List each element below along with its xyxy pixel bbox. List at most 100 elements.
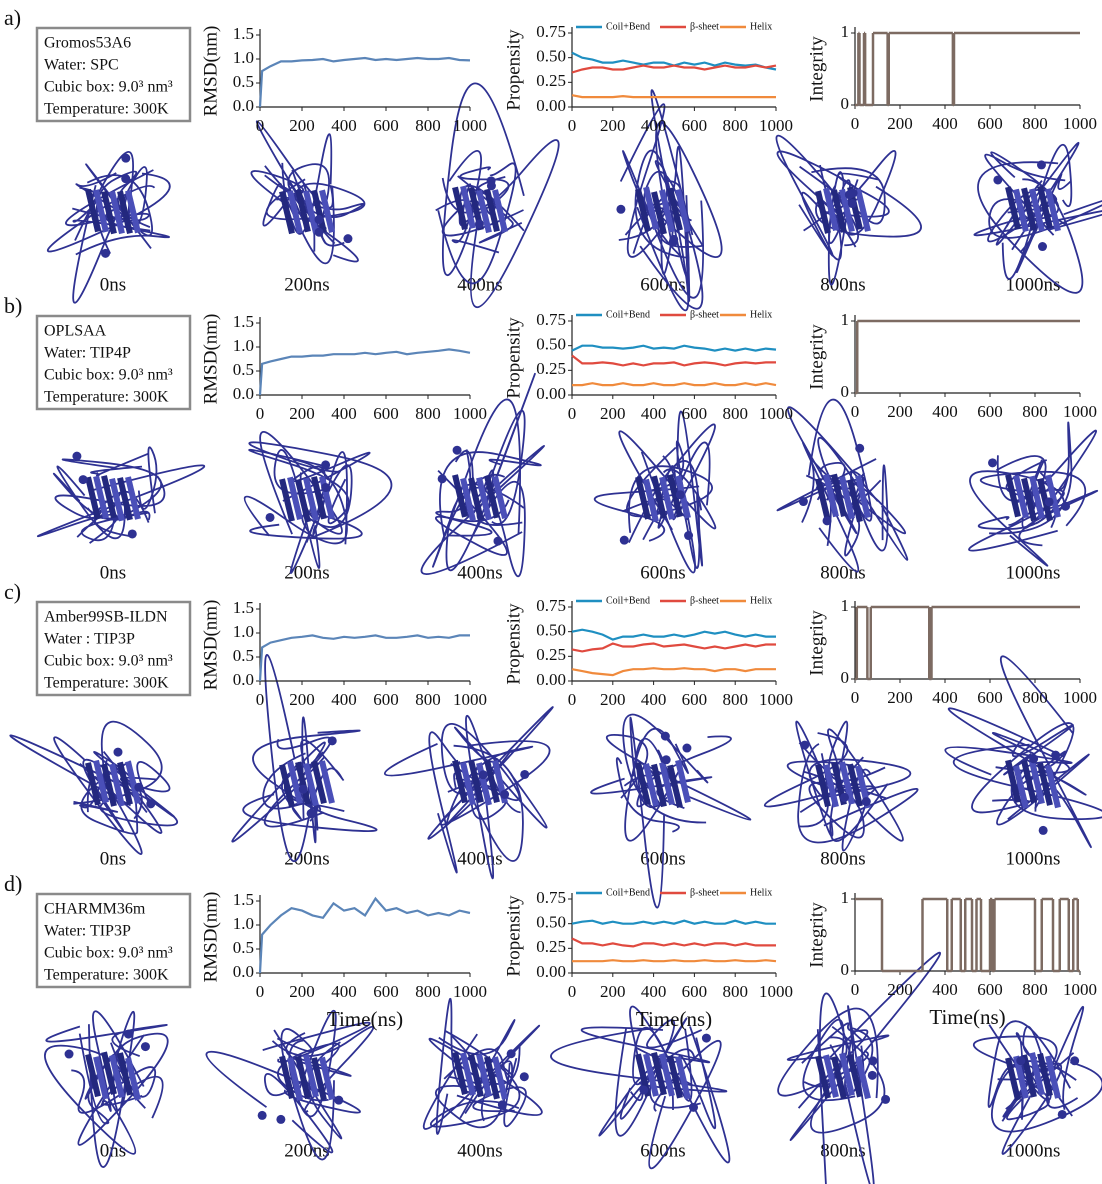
panel-label: d) (4, 871, 22, 896)
protein-terminus (321, 483, 330, 492)
x-axis-label: Time(ns) (327, 1007, 403, 1031)
x-tick-label: 400 (641, 982, 667, 1001)
info-text: Cubic box: 9.0³ nm³ (44, 945, 173, 962)
x-tick-label: 400 (331, 982, 357, 1001)
protein-render (777, 400, 907, 572)
y-axis-label: Integrity (806, 610, 827, 676)
snapshot-label: 400ns (457, 562, 502, 583)
x-tick-label: 200 (600, 982, 626, 1001)
protein-terminus (520, 1072, 529, 1081)
x-tick-label: 800 (415, 404, 441, 423)
x-tick-label: 400 (932, 402, 958, 421)
info-text: Water: TIP4P (44, 345, 131, 362)
legend-label: Helix (750, 887, 772, 898)
protein-terminus (669, 235, 678, 244)
x-tick-label: 200 (600, 690, 626, 709)
protein-render (424, 999, 542, 1134)
protein-render (206, 1011, 373, 1160)
protein-terminus (438, 474, 447, 483)
y-tick-label: 1 (841, 596, 850, 615)
y-tick-label: 0.75 (536, 888, 566, 907)
y-axis-label: Integrity (806, 902, 827, 968)
protein-terminus (868, 1056, 877, 1065)
info-text: Temperature: 300K (44, 101, 169, 118)
info-text: Temperature: 300K (44, 389, 169, 406)
protein-terminus (1016, 1056, 1025, 1065)
protein-terminus (315, 228, 324, 237)
page: a)Gromos53A6Water: SPCCubic box: 9.0³ nm… (0, 0, 1102, 1184)
protein-terminus (682, 744, 691, 753)
y-tick-label: 0.75 (536, 22, 566, 41)
x-tick-label: 600 (977, 114, 1003, 133)
snapshot-label: 0ns (100, 274, 126, 295)
info-text: Water : TIP3P (44, 631, 135, 648)
y-tick-label: 0.50 (536, 621, 566, 640)
protein-terminus (1061, 502, 1070, 511)
series-line (572, 921, 776, 924)
protein-terminus (128, 529, 137, 538)
info-text: Cubic box: 9.0³ nm³ (44, 367, 173, 384)
x-tick-label: 1000 (1063, 980, 1097, 999)
y-axis-label: Propensity (503, 29, 524, 111)
legend-label: Coil+Bend (606, 309, 650, 320)
protein-terminus (862, 797, 871, 806)
protein-terminus (868, 1071, 877, 1080)
y-axis-label: Propensity (503, 603, 524, 685)
x-tick-label: 200 (887, 980, 913, 999)
series-line (260, 899, 470, 973)
y-tick-label: 0.00 (536, 96, 566, 115)
x-tick-label: 0 (256, 982, 265, 1001)
protein-terminus (1051, 751, 1060, 760)
y-tick-label: 1.0 (233, 622, 254, 641)
protein-terminus (494, 537, 503, 546)
protein-terminus (1045, 497, 1054, 506)
protein-terminus (141, 1042, 150, 1051)
protein-terminus (993, 175, 1002, 184)
y-axis-label: RMSD(nm) (200, 892, 221, 983)
y-tick-label: 0.5 (233, 646, 254, 665)
series-line (572, 939, 776, 947)
legend-label: β-sheet (690, 309, 719, 320)
x-tick-label: 200 (887, 688, 913, 707)
snapshot-label: 1000ns (1006, 274, 1061, 295)
y-axis-label: Integrity (806, 36, 827, 102)
x-tick-label: 200 (887, 114, 913, 133)
protein-render (595, 412, 716, 573)
protein-render (251, 121, 364, 263)
x-tick-label: 600 (682, 116, 708, 135)
y-tick-label: 1.0 (233, 48, 254, 67)
protein-terminus (1039, 826, 1048, 835)
protein-render (765, 721, 918, 850)
protein-terminus (146, 799, 155, 808)
protein-terminus (845, 190, 854, 199)
info-text: Water: TIP3P (44, 923, 131, 940)
info-text: Temperature: 300K (44, 967, 169, 984)
protein-render (969, 422, 1097, 565)
legend-label: β-sheet (690, 887, 719, 898)
series-line (572, 95, 776, 97)
protein-terminus (314, 215, 323, 224)
x-tick-label: 600 (977, 980, 1003, 999)
series-line (572, 356, 776, 366)
x-tick-label: 0 (851, 980, 860, 999)
snapshot-label: 0ns (100, 562, 126, 583)
x-tick-label: 600 (373, 982, 399, 1001)
snapshot-label: 400ns (457, 848, 502, 869)
protein-terminus (1058, 1110, 1067, 1119)
x-tick-label: 400 (331, 404, 357, 423)
info-text: Water: SPC (44, 57, 119, 74)
x-tick-label: 800 (1022, 688, 1048, 707)
x-tick-label: 0 (851, 114, 860, 133)
y-tick-label: 0.5 (233, 72, 254, 91)
x-tick-label: 800 (722, 404, 748, 423)
series-line (260, 58, 470, 107)
snapshot-label: 1000ns (1006, 848, 1061, 869)
y-tick-label: 1.5 (233, 24, 254, 43)
series-line (572, 346, 776, 351)
protein-terminus (328, 736, 337, 745)
y-tick-label: 0 (841, 960, 850, 979)
x-tick-label: 400 (641, 404, 667, 423)
protein-terminus (334, 1096, 343, 1105)
x-tick-label: 0 (568, 690, 577, 709)
y-tick-label: 0.00 (536, 670, 566, 689)
